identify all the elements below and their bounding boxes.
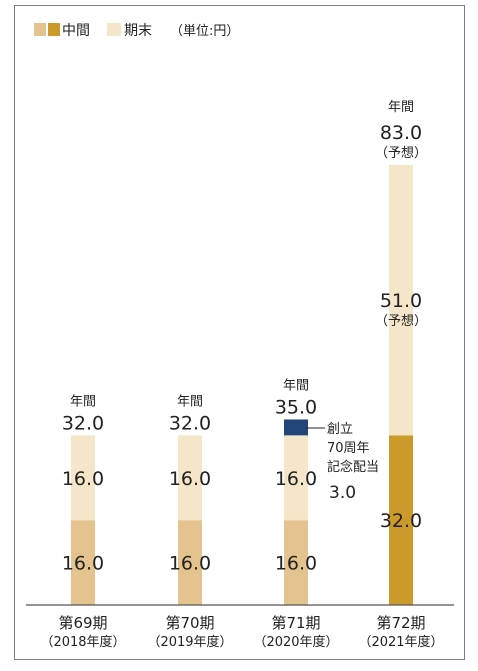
legend: 中間 期末 （単位:円） — [34, 23, 239, 39]
label-interim-0: 16.0 — [62, 553, 104, 575]
total-value-1: 32.0 — [169, 412, 211, 434]
total-value-0: 32.0 — [62, 412, 104, 434]
bar-interim-3 — [389, 435, 413, 605]
category-sub-3: （2021年度） — [358, 634, 443, 650]
legend-swatch-final — [107, 23, 121, 36]
total-note-3: （予想） — [375, 145, 427, 161]
total-value-3: 83.0 — [380, 122, 422, 144]
annotation-line-1: 創立 — [327, 422, 353, 437]
bar-final-3 — [389, 165, 413, 436]
annotation-value: 3.0 — [329, 483, 356, 503]
category-label-3: 第72期 — [376, 614, 425, 632]
bar-final-1 — [178, 435, 202, 521]
label-interim-3: 32.0 — [380, 510, 422, 532]
bar-interim-1 — [178, 520, 202, 605]
legend-interim-label: 中間 — [62, 23, 90, 39]
bar-final-2 — [284, 435, 308, 521]
total-value-2: 35.0 — [275, 396, 317, 418]
label-final-2: 16.0 — [275, 468, 317, 490]
total-caption-0: 年間 — [70, 394, 96, 409]
legend-final-label: 期末 — [124, 23, 152, 39]
legend-swatch-interim-dark — [48, 23, 60, 36]
bar-interim-2 — [284, 520, 308, 605]
bar-final-0 — [71, 435, 95, 521]
category-label-1: 第70期 — [165, 614, 214, 632]
category-sub-2: （2020年度） — [253, 634, 338, 650]
label-final-3: 51.0 — [380, 290, 422, 312]
annotation-line-2: 70周年 — [327, 441, 370, 456]
label-final-0: 16.0 — [62, 468, 104, 490]
bar-commemorative-2 — [284, 419, 308, 436]
legend-unit-label: （単位:円） — [170, 23, 239, 39]
bars-layer — [71, 165, 413, 605]
labels-layer: 16.0 16.0 年間 32.0 第69期 （2018年度） 16.0 16.0 年間 32.0… — [40, 100, 443, 650]
category-label-0: 第69期 — [58, 614, 107, 632]
label-final-1: 16.0 — [169, 468, 211, 490]
label-interim-1: 16.0 — [169, 553, 211, 575]
total-caption-2: 年間 — [283, 378, 309, 393]
category-label-2: 第71期 — [271, 614, 320, 632]
label-interim-2: 16.0 — [275, 553, 317, 575]
total-caption-3: 年間 — [388, 100, 414, 115]
category-sub-0: （2018年度） — [40, 634, 125, 650]
bar-interim-0 — [71, 520, 95, 605]
legend-swatch-interim-light — [34, 23, 46, 36]
label-final-note-3: （予想） — [375, 313, 427, 329]
category-sub-1: （2019年度） — [147, 634, 232, 650]
commemorative-annotation: 創立 70周年 記念配当 3.0 — [306, 422, 379, 503]
annotation-line-3: 記念配当 — [327, 459, 379, 475]
total-caption-1: 年間 — [177, 394, 203, 409]
